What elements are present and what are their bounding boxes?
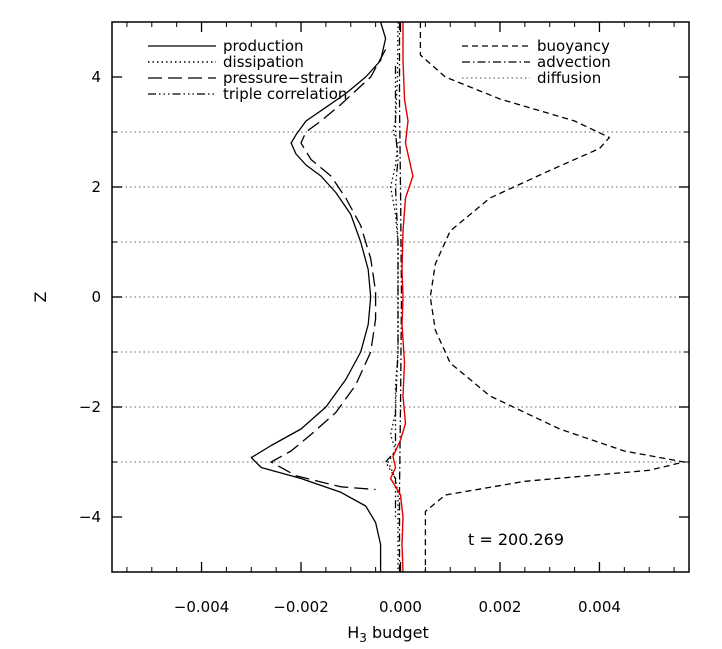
y-axis-title: Z xyxy=(31,291,50,302)
series-buoyancy xyxy=(419,22,685,572)
series-production xyxy=(250,21,387,572)
legend-label-dissipation: dissipation xyxy=(223,53,304,71)
x-axis-title-subscript: 3 xyxy=(359,631,367,645)
x-tick-label: 0.002 xyxy=(479,598,522,616)
y-tick-label: −4 xyxy=(79,508,101,526)
legend-label-advection: advection xyxy=(537,53,611,71)
legend: production dissipation pressure−strain t… xyxy=(148,37,611,103)
x-tick-label: 0.004 xyxy=(578,598,621,616)
legend-label-pressure-strain: pressure−strain xyxy=(223,69,343,87)
legend-label-production: production xyxy=(223,37,304,55)
series-pressure-strain xyxy=(270,49,387,491)
x-tick-label: −0.004 xyxy=(174,598,230,616)
time-annotation: t = 200.269 xyxy=(468,530,564,549)
x-axis-title-h: H xyxy=(347,623,359,642)
axis-ticks: −0.004 −0.002 0.000 0.002 0.004 −4 −2 0 2 4 xyxy=(79,21,689,616)
series-lines xyxy=(250,21,685,573)
legend-label-buoyancy: buoyancy xyxy=(537,37,610,55)
x-axis-title-budget: budget xyxy=(367,623,429,642)
series-red-line xyxy=(389,22,414,573)
legend-label-diffusion: diffusion xyxy=(537,69,601,87)
x-tick-label: −0.002 xyxy=(273,598,329,616)
y-tick-label: 4 xyxy=(91,68,101,86)
series-dissipation xyxy=(387,21,399,572)
y-tick-label: 2 xyxy=(91,178,101,196)
y-tick-label: −2 xyxy=(79,398,101,416)
legend-label-triple-correlation: triple correlation xyxy=(223,85,347,103)
x-tick-label: 0.000 xyxy=(379,598,422,616)
y-tick-label: 0 xyxy=(91,288,101,306)
series-advection xyxy=(398,22,403,572)
series-triple-correlation xyxy=(384,66,399,517)
x-axis-title: H3 budget xyxy=(347,623,428,645)
